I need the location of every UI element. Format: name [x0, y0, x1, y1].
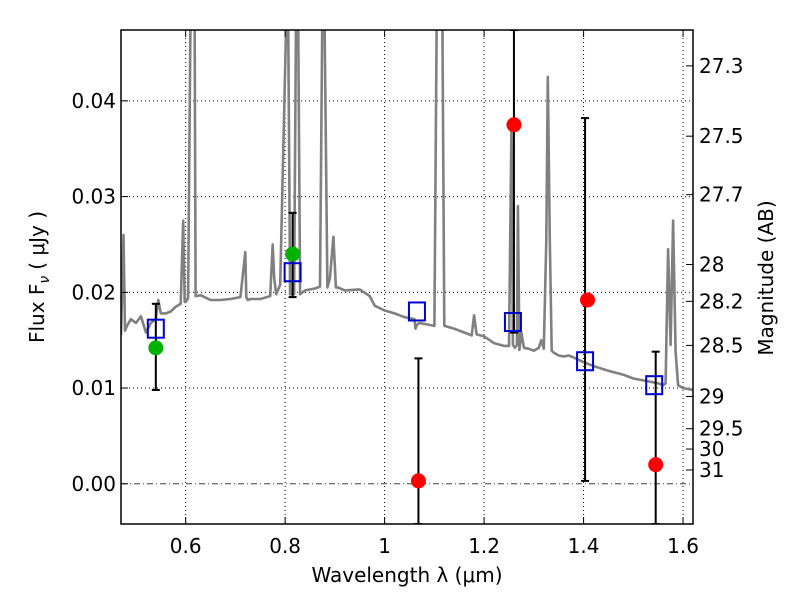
x-tick-label: 0.8	[269, 534, 301, 558]
magnitude-tick-label: 27.5	[699, 124, 744, 148]
grid-lines	[121, 30, 693, 524]
green-data-point	[148, 340, 164, 356]
model-square-point	[576, 351, 595, 372]
magnitude-tick-label: 28.2	[699, 289, 744, 313]
red-data-point	[410, 473, 426, 489]
plot-area	[121, 30, 693, 524]
magnitude-tick-label: 27.7	[699, 183, 744, 207]
y-tick-label: 0.04	[71, 89, 116, 113]
y-axis-title-text: Flux F	[25, 284, 49, 343]
y-axis-title-unit: ( μJy )	[25, 211, 49, 270]
y-tick-label: 0.02	[71, 280, 116, 304]
x-tick-label: 1.4	[568, 534, 600, 558]
magnitude-tick-label: 29.5	[699, 417, 744, 441]
spectrum-line	[121, 30, 693, 392]
model-square-point	[146, 318, 165, 339]
magnitude-tick-label: 30	[699, 437, 724, 461]
svg-text:Flux Fν( μJy ): Flux Fν ( μJy )	[25, 211, 53, 343]
model-square-point	[645, 375, 664, 396]
magnitude-tick-label: 29	[699, 384, 724, 408]
y-tick-label: 0.01	[71, 376, 116, 400]
magnitude-tick-label: 31	[699, 458, 724, 482]
model-square-point	[503, 311, 522, 332]
magnitude-tick-label: 28.5	[699, 333, 744, 357]
red-data-point	[580, 292, 596, 308]
model-square-point	[283, 262, 302, 283]
x-tick-label: 1	[378, 534, 391, 558]
y-axis-title: Flux Fν ( μJy )	[25, 211, 53, 343]
magnitude-tick-label: 27.3	[699, 54, 744, 78]
y-axis-title-subscript: ν	[37, 276, 53, 284]
x-tick-label: 1.6	[667, 534, 699, 558]
right-axis-title: Magnitude (AB)	[754, 200, 778, 355]
y-tick-label: 0.00	[71, 472, 116, 496]
axis-ticks: 0.6 0.8 1 1.2 1.4 1.6 0.00 0.01 0.02 0.03 0.04 27.3…	[71, 30, 744, 558]
plot-frame	[120, 29, 694, 525]
red-data-point	[506, 117, 522, 133]
model-square-point	[407, 301, 426, 322]
x-axis-title: Wavelength λ (μm)	[311, 563, 502, 587]
x-tick-label: 0.6	[170, 534, 202, 558]
red-data-point	[648, 457, 664, 473]
green-data-point	[285, 246, 301, 262]
x-tick-label: 1.2	[468, 534, 500, 558]
magnitude-tick-label: 28	[699, 252, 724, 276]
y-tick-label: 0.03	[71, 185, 116, 209]
